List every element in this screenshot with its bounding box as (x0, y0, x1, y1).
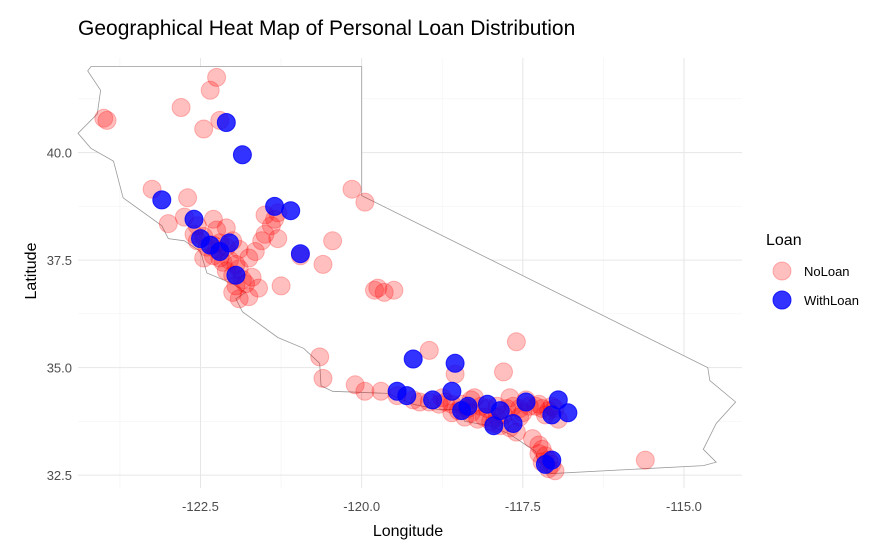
point-noloan (371, 381, 391, 401)
x-axis-ticks: -122.5 -120.0 -117.5 -115.0 (182, 499, 702, 514)
point-withloan (542, 450, 562, 470)
point-withloan (152, 190, 172, 210)
point-withloan (226, 265, 246, 285)
point-withloan (452, 401, 472, 421)
point-withloan (265, 196, 285, 216)
point-noloan (419, 340, 439, 360)
point-withloan (290, 244, 310, 264)
point-withloan (548, 390, 568, 410)
point-withloan (281, 201, 301, 221)
point-withloan (200, 235, 220, 255)
x-tick-label: -117.5 (505, 499, 541, 514)
point-noloan (345, 375, 365, 395)
point-noloan (374, 282, 394, 302)
point-withloan (445, 353, 465, 373)
point-noloan (365, 280, 384, 300)
point-noloan (494, 362, 513, 382)
point-noloan (529, 435, 549, 455)
point-noloan (249, 278, 268, 298)
legend-key-noloan (772, 261, 792, 281)
point-withloan (558, 403, 578, 423)
x-axis-title: Longitude (373, 523, 443, 540)
data-points (94, 67, 655, 481)
y-axis-title: Latitude (23, 242, 40, 299)
x-tick-label: -115.0 (666, 499, 702, 514)
point-withloan (484, 416, 504, 436)
point-noloan (252, 231, 272, 251)
point-noloan (203, 209, 223, 229)
point-noloan (355, 192, 375, 212)
point-noloan (310, 347, 330, 367)
point-noloan (94, 108, 114, 128)
point-withloan (516, 392, 536, 412)
california-outline (77, 66, 737, 475)
point-noloan (523, 429, 542, 449)
point-noloan (468, 409, 488, 429)
point-noloan (323, 231, 343, 251)
point-noloan (313, 368, 333, 388)
legend-label-noloan: NoLoan (804, 264, 850, 279)
point-noloan (239, 287, 259, 307)
y-tick-label: 40.0 (47, 146, 72, 161)
point-noloan (158, 214, 178, 234)
y-tick-label: 32.5 (47, 468, 72, 483)
point-noloan (384, 280, 404, 300)
point-withloan (503, 414, 523, 433)
point-noloan (635, 450, 655, 470)
x-tick-label: -122.5 (182, 499, 219, 514)
point-noloan (268, 229, 288, 249)
point-withloan (232, 145, 252, 165)
point-withloan (216, 113, 236, 132)
point-noloan (271, 276, 291, 296)
point-withloan (397, 386, 417, 406)
point-noloan (200, 80, 220, 100)
point-noloan (239, 248, 259, 268)
point-noloan (178, 188, 198, 208)
point-noloan (261, 216, 281, 236)
point-withloan (442, 381, 462, 401)
legend-key-withloan (772, 290, 792, 310)
point-noloan (506, 332, 526, 352)
legend-label-withloan: WithLoan (804, 293, 859, 308)
point-noloan (97, 110, 117, 130)
point-noloan (194, 119, 214, 139)
point-noloan (313, 254, 333, 274)
point-withloan (423, 390, 443, 410)
point-withloan (184, 209, 204, 229)
chart-title: Geographical Heat Map of Personal Loan D… (78, 17, 575, 40)
x-tick-label: -120.0 (343, 499, 380, 514)
legend-title: Loan (766, 232, 802, 249)
point-noloan (229, 289, 249, 309)
legend: Loan NoLoan WithLoan (766, 232, 859, 310)
point-noloan (355, 381, 375, 401)
point-withloan (220, 233, 239, 253)
y-tick-label: 37.5 (47, 253, 72, 268)
point-noloan (255, 224, 275, 244)
point-noloan (342, 179, 362, 199)
y-tick-label: 35.0 (47, 361, 72, 376)
point-noloan (242, 267, 262, 287)
point-noloan (171, 98, 191, 117)
point-withloan (403, 349, 423, 369)
y-axis-ticks: 32.5 35.0 37.5 40.0 (47, 146, 72, 484)
point-noloan (207, 67, 227, 87)
point-noloan (245, 242, 265, 261)
point-noloan (368, 278, 388, 298)
